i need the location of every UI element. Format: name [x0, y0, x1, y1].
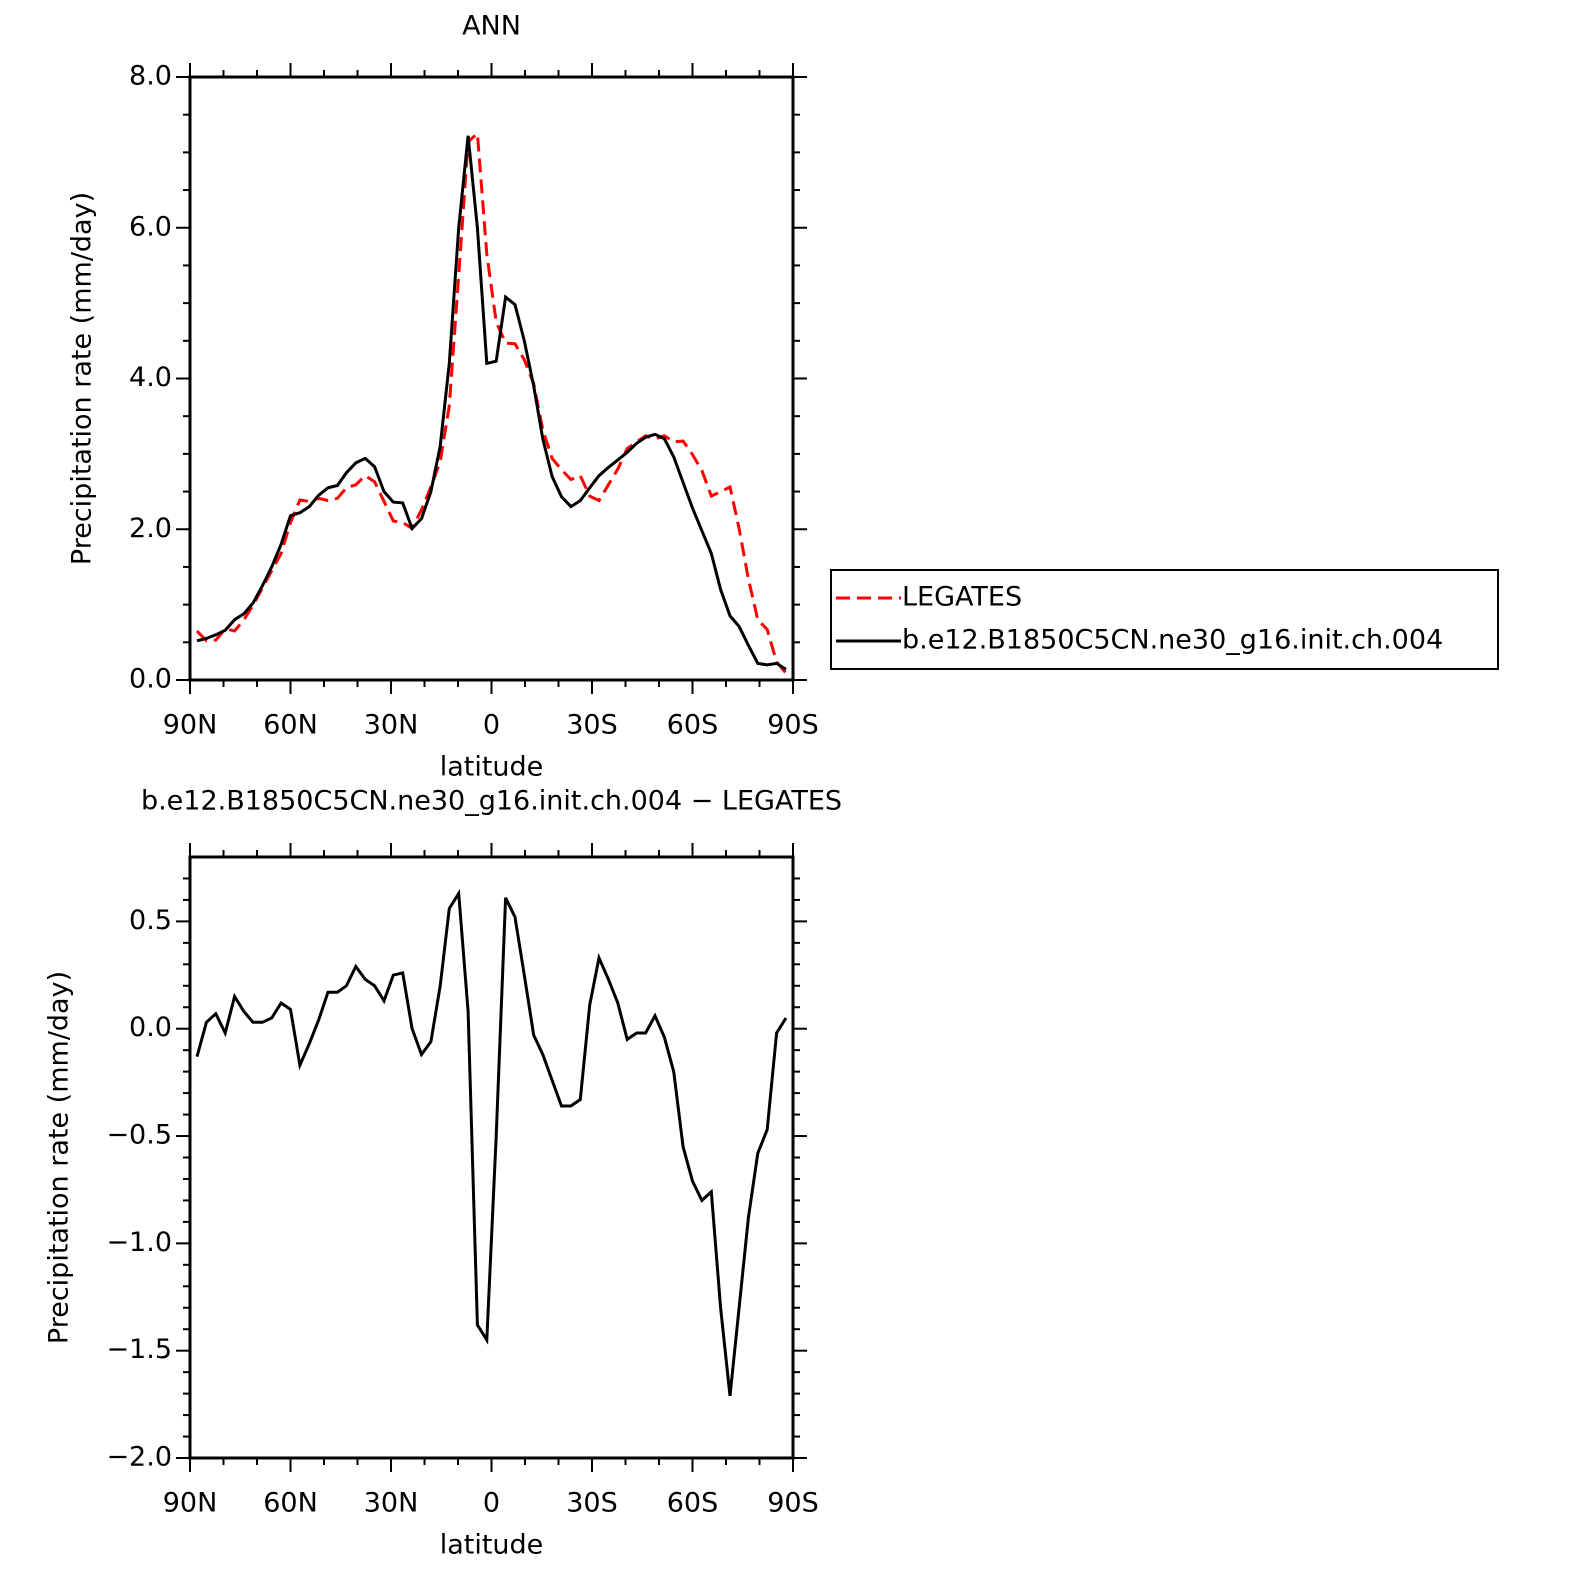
y-tick-label: 0.0 [129, 1012, 172, 1043]
plot-frame [188, 75, 795, 682]
x-tick-label: 60N [263, 710, 318, 741]
x-tick-label: 60S [667, 710, 719, 741]
x-tick-label: 90S [767, 710, 819, 741]
x-tick-label: 90N [163, 1488, 218, 1519]
chart-title: b.e12.B1850C5CN.ne30_g16.init.ch.004 − L… [141, 786, 842, 817]
y-tick-label: 2.0 [129, 513, 172, 544]
legend-label: LEGATES [902, 582, 1022, 613]
y-tick-label: 8.0 [129, 61, 172, 92]
x-tick-label: 0 [483, 710, 500, 741]
y-tick-label: 4.0 [129, 362, 172, 393]
data-line [195, 888, 788, 1396]
plot-frame [188, 855, 795, 1460]
y-tick-label: 0.5 [129, 905, 172, 936]
y-tick-label: −2.0 [106, 1442, 172, 1473]
x-tick-label: 60N [263, 1488, 318, 1519]
x-tick-label: 0 [483, 1488, 500, 1519]
x-axis-label: latitude [440, 752, 544, 783]
y-axis-label: Precipitation rate (mm/day) [67, 192, 98, 565]
y-tick-label: −1.0 [106, 1227, 172, 1258]
x-tick-label: 90N [163, 710, 218, 741]
x-axis-label: latitude [440, 1530, 544, 1561]
y-axis-label: Precipitation rate (mm/day) [44, 971, 75, 1344]
x-tick-label: 30N [364, 710, 419, 741]
y-tick-label: 0.0 [129, 664, 172, 695]
chart-title: ANN [462, 11, 521, 42]
x-tick-label: 90S [767, 1488, 819, 1519]
legend-box [830, 569, 1499, 670]
data-line [196, 135, 787, 671]
data-line [195, 130, 788, 675]
y-tick-label: −0.5 [106, 1120, 172, 1151]
x-tick-label: 30S [566, 710, 618, 741]
x-tick-label: 60S [667, 1488, 719, 1519]
x-tick-label: 30S [566, 1488, 618, 1519]
legend-label: b.e12.B1850C5CN.ne30_g16.init.ch.004 [902, 625, 1443, 656]
y-tick-label: 6.0 [129, 211, 172, 242]
y-tick-label: −1.5 [106, 1334, 172, 1365]
x-tick-label: 30N [364, 1488, 419, 1519]
